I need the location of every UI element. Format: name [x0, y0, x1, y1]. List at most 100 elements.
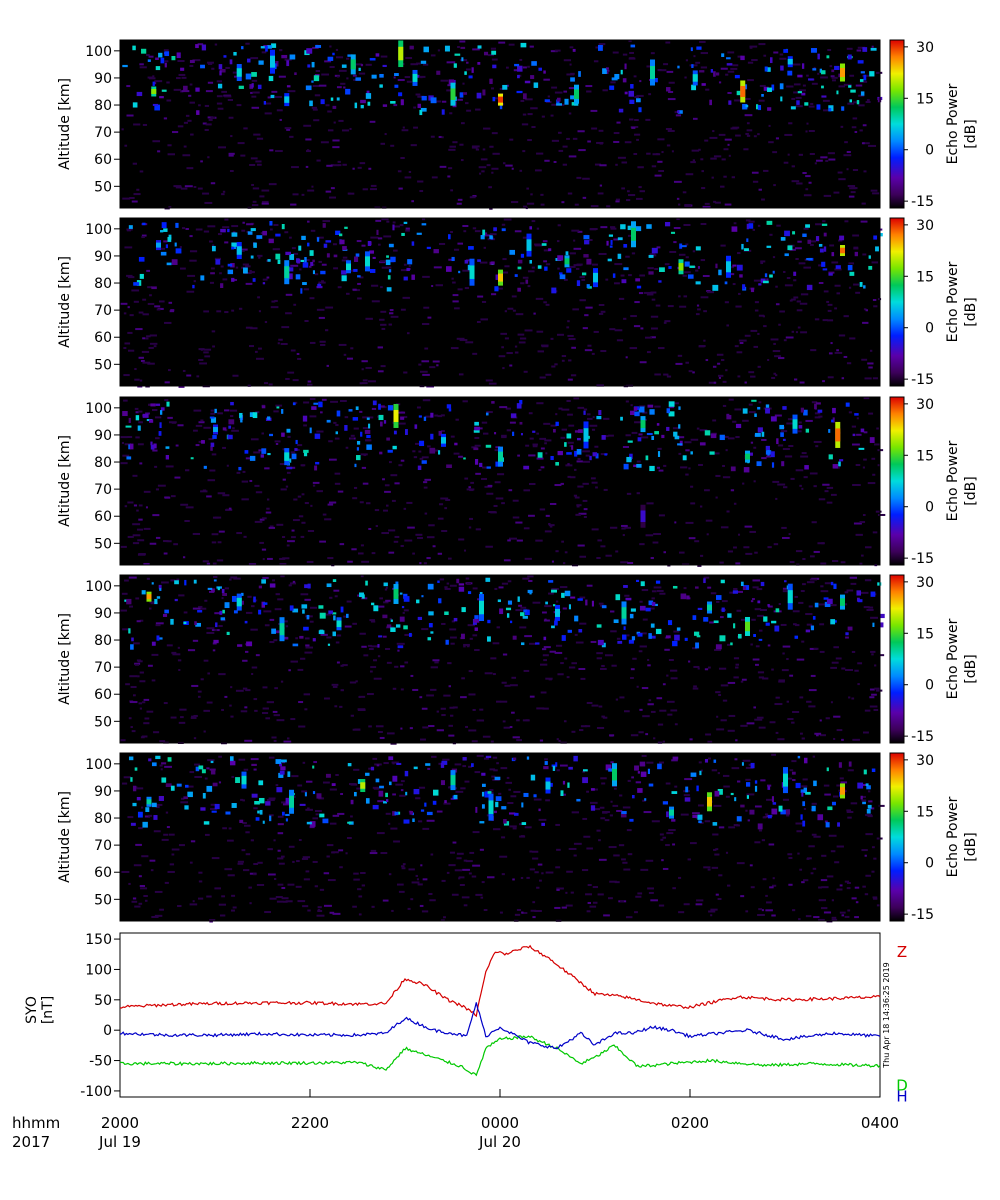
y-tick-label: -100 — [80, 1084, 112, 1100]
date-label: Jul 19 — [98, 1133, 141, 1151]
echo-point — [393, 588, 399, 599]
y-tick-label: 100 — [85, 401, 112, 417]
echo-point — [640, 510, 646, 522]
colorbar — [889, 396, 905, 566]
echo-point — [450, 775, 456, 786]
line-y-axis-label: SYO — [24, 996, 40, 1024]
heatmap-noise — [120, 218, 883, 388]
echo-point — [745, 453, 750, 460]
series-line-Z — [119, 944, 881, 1018]
echo-point — [441, 437, 446, 444]
echo-point — [412, 73, 418, 82]
echo-point — [236, 68, 242, 77]
echo-point — [787, 58, 793, 65]
y-tick-label: 90 — [94, 71, 112, 87]
echo-point — [498, 96, 503, 103]
colorbar-tick-label: 15 — [916, 448, 934, 464]
y-tick-label: 60 — [94, 152, 112, 168]
colorbar-tick-label: -15 — [911, 729, 934, 745]
echo-point — [241, 775, 247, 785]
heatmap-panels: 50 60 70 80 90 100 Altitude [km] -15 0 15 30 Echo P… — [57, 39, 979, 923]
series-line-H — [119, 1002, 881, 1050]
echo-point — [574, 89, 579, 99]
colorbar-tick-label: 0 — [925, 321, 934, 337]
y-tick-label: 90 — [94, 249, 112, 265]
echo-point — [783, 773, 788, 787]
y-axis-label: Altitude [km] — [57, 256, 73, 348]
y-tick-label: 70 — [94, 838, 112, 854]
echo-point — [393, 409, 399, 422]
y-axis-label: Altitude [km] — [57, 78, 73, 170]
echo-point — [146, 594, 152, 600]
y-tick-label: 100 — [85, 757, 112, 773]
y-tick-label: 80 — [94, 276, 112, 292]
colorbar — [889, 39, 905, 209]
echo-point — [284, 266, 290, 279]
series-line-D — [119, 1035, 881, 1077]
colorbar-tick-label: -15 — [911, 907, 934, 923]
echo-point — [151, 88, 157, 94]
heatmap-layer-echoes — [122, 399, 875, 473]
y-tick-label: 50 — [94, 993, 112, 1009]
y-tick-label: 50 — [94, 536, 112, 552]
y-tick-label: 70 — [94, 482, 112, 498]
colorbar-label-line1: Echo Power — [945, 796, 961, 877]
echo-point — [284, 96, 290, 103]
colorbar-tick-label: -15 — [911, 551, 934, 567]
y-tick-label: 150 — [85, 932, 112, 948]
echo-point — [631, 227, 636, 241]
echo-point — [289, 795, 294, 808]
colorbar-tick-label: 15 — [916, 269, 934, 285]
heatmap-frame — [119, 396, 881, 566]
heatmap-panel-5: 50 60 70 80 90 100 Altitude [km] -15 0 15 30 Echo P… — [57, 752, 979, 923]
y-axis-label: Altitude [km] — [57, 435, 73, 527]
echo-point — [270, 55, 275, 68]
date-label: Jul 20 — [478, 1133, 521, 1151]
y-tick-label: 70 — [94, 303, 112, 319]
echo-point — [469, 265, 475, 279]
y-tick-label: 50 — [94, 892, 112, 908]
x-tick-label: 0200 — [671, 1114, 709, 1132]
heatmap-panel-2: 50 60 70 80 90 100 Altitude [km] -15 0 15 30 Echo P… — [57, 217, 979, 388]
echo-point — [545, 781, 551, 790]
heatmap-background — [120, 753, 880, 921]
echo-point — [236, 597, 242, 607]
corner-label: hhmm — [12, 1114, 60, 1132]
echo-point — [479, 600, 484, 615]
x-tick-label: 2200 — [291, 1114, 329, 1132]
y-tick-label: 80 — [94, 98, 112, 114]
y-tick-label: 80 — [94, 811, 112, 827]
echo-point — [360, 782, 366, 789]
colorbar-label-line1: Echo Power — [945, 261, 961, 342]
echo-point — [650, 66, 655, 80]
heatmap-panel-3: 50 60 70 80 90 100 Altitude [km] -15 0 15 30 Echo P… — [57, 396, 979, 567]
colorbar-label-line2: [dB] — [963, 654, 979, 683]
colorbar-tick-label: 30 — [916, 753, 934, 769]
echo-point — [621, 607, 627, 619]
y-tick-label: 90 — [94, 606, 112, 622]
y-tick-label: 70 — [94, 125, 112, 141]
heatmap-frame — [119, 752, 881, 922]
colorbar-tick-label: 30 — [916, 40, 934, 56]
echo-point — [840, 787, 845, 795]
colorbar-tick-label: 15 — [916, 91, 934, 107]
y-tick-label: 100 — [85, 962, 112, 978]
echo-point — [365, 256, 370, 267]
echo-point — [498, 273, 503, 282]
y-tick-label: 70 — [94, 660, 112, 676]
series-label-D: D — [896, 1076, 908, 1094]
x-tick-label: 0000 — [481, 1114, 519, 1132]
y-tick-label: 60 — [94, 865, 112, 881]
echo-point — [707, 797, 712, 807]
colorbar-label-line2: [dB] — [963, 832, 979, 861]
echo-point — [498, 451, 503, 462]
echo-point — [213, 427, 218, 433]
echo-point — [279, 623, 285, 636]
echo-point — [612, 768, 617, 781]
colorbar — [889, 752, 905, 922]
echo-point — [707, 604, 712, 611]
echo-point — [346, 263, 351, 271]
heatmap-layer-echoes — [122, 42, 883, 116]
colorbar-label-line2: [dB] — [963, 119, 979, 148]
x-tick-label: 2000 — [101, 1114, 139, 1132]
